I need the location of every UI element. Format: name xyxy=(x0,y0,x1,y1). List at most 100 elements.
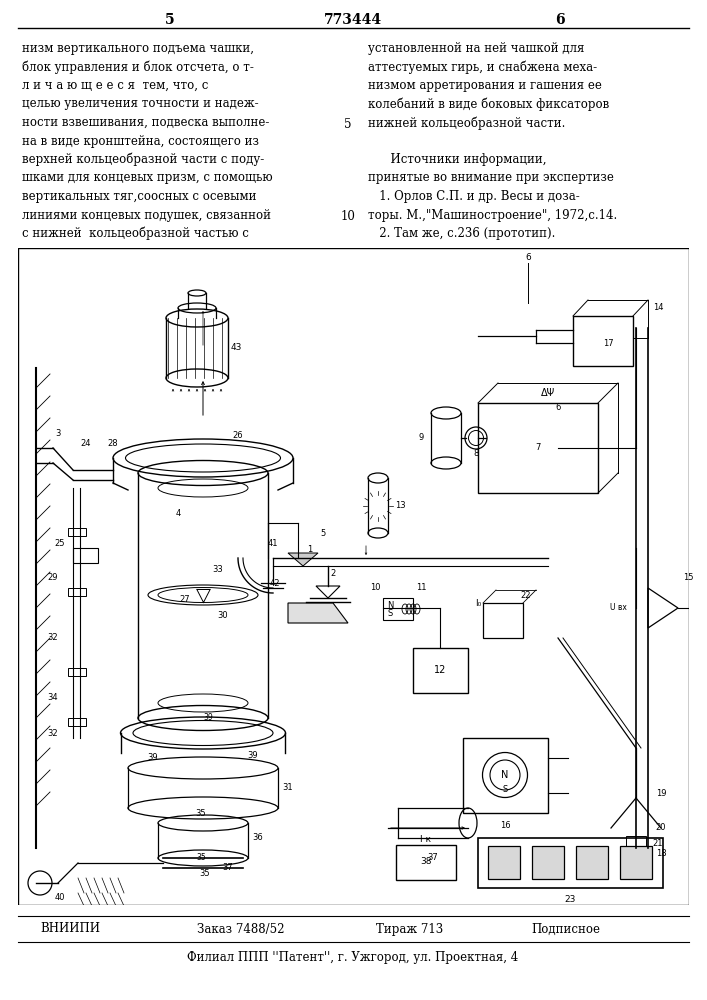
Text: 19: 19 xyxy=(656,788,666,798)
Bar xyxy=(463,738,548,813)
Bar xyxy=(396,845,456,880)
Text: вертикальных тяг,соосных с осевыми: вертикальных тяг,соосных с осевыми xyxy=(22,190,257,203)
Text: I₀: I₀ xyxy=(475,598,481,607)
Text: 39: 39 xyxy=(148,754,158,762)
Text: 11: 11 xyxy=(416,584,426,592)
Text: 39: 39 xyxy=(203,714,213,722)
Text: ВНИИПИ: ВНИИПИ xyxy=(41,922,100,936)
Text: N: N xyxy=(501,770,509,780)
Bar xyxy=(478,838,663,888)
Text: 31: 31 xyxy=(283,784,293,792)
Text: Тираж 713: Тираж 713 xyxy=(376,922,444,936)
Text: 39: 39 xyxy=(247,752,258,760)
Text: 23: 23 xyxy=(564,896,575,904)
Text: Источники информации,: Источники информации, xyxy=(368,153,547,166)
Text: 28: 28 xyxy=(107,438,118,448)
Text: S: S xyxy=(503,786,508,794)
Text: принятые во внимание при экспертизе: принятые во внимание при экспертизе xyxy=(368,172,614,184)
Text: 10: 10 xyxy=(370,584,380,592)
Text: I к: I к xyxy=(421,836,431,844)
Polygon shape xyxy=(288,553,318,566)
Text: 5: 5 xyxy=(165,13,175,27)
Text: 2: 2 xyxy=(330,568,336,578)
Text: 35: 35 xyxy=(199,868,210,878)
Text: 14: 14 xyxy=(653,304,663,312)
Text: целью увеличения точности и надеж-: целью увеличения точности и надеж- xyxy=(22,98,259,110)
Text: 43: 43 xyxy=(230,344,242,353)
Text: 27: 27 xyxy=(180,595,190,604)
Text: 24: 24 xyxy=(81,438,91,448)
Text: 42: 42 xyxy=(270,578,280,587)
Text: 32: 32 xyxy=(47,634,58,643)
Text: 6: 6 xyxy=(555,403,561,412)
Text: 30: 30 xyxy=(218,610,228,619)
Text: 18: 18 xyxy=(655,848,666,857)
Bar xyxy=(68,668,86,676)
Text: 36: 36 xyxy=(252,834,264,842)
Text: 37: 37 xyxy=(223,863,233,872)
Text: 15: 15 xyxy=(683,574,694,582)
Text: Подписное: Подписное xyxy=(531,922,600,936)
Text: ΔΨ: ΔΨ xyxy=(541,388,555,398)
Bar xyxy=(532,846,564,879)
Text: 35: 35 xyxy=(196,808,206,818)
Text: блок управления и блок отсчета, о т-: блок управления и блок отсчета, о т- xyxy=(22,60,254,74)
Text: ности взвешивания, подвеска выполне-: ности взвешивания, подвеска выполне- xyxy=(22,116,269,129)
Text: на в виде кронштейна, состоящего из: на в виде кронштейна, состоящего из xyxy=(22,134,259,147)
Text: 6: 6 xyxy=(525,253,531,262)
Text: N: N xyxy=(387,600,393,609)
Text: 20: 20 xyxy=(656,824,666,832)
Text: 34: 34 xyxy=(47,694,58,702)
Text: 4: 4 xyxy=(175,508,180,518)
Text: 773444: 773444 xyxy=(324,13,382,27)
Text: 2. Там же, с.236 (прототип).: 2. Там же, с.236 (прототип). xyxy=(368,227,556,240)
Text: 40: 40 xyxy=(54,894,65,902)
Text: шками для концевых призм, с помощью: шками для концевых призм, с помощью xyxy=(22,172,273,184)
Text: л и ч а ю щ е е с я  тем, что, с: л и ч а ю щ е е с я тем, что, с xyxy=(22,79,209,92)
Bar xyxy=(413,648,468,693)
Text: нижней кольцеобразной части.: нижней кольцеобразной части. xyxy=(368,116,566,129)
Text: 1. Орлов С.П. и др. Весы и доза-: 1. Орлов С.П. и др. Весы и доза- xyxy=(368,190,580,203)
Text: 9: 9 xyxy=(419,434,423,442)
Text: Филиал ППП ''Патент'', г. Ужгород, ул. Проектная, 4: Филиал ППП ''Патент'', г. Ужгород, ул. П… xyxy=(187,952,519,964)
Text: 10: 10 xyxy=(341,210,356,223)
Text: 33: 33 xyxy=(213,566,223,574)
Text: 5: 5 xyxy=(320,528,326,538)
Text: 1: 1 xyxy=(308,546,312,554)
Bar xyxy=(73,548,98,563)
Text: колебаний в виде боковых фиксаторов: колебаний в виде боковых фиксаторов xyxy=(368,98,609,111)
Bar xyxy=(576,846,608,879)
Text: 29: 29 xyxy=(48,574,58,582)
Bar xyxy=(626,836,646,851)
Text: 13: 13 xyxy=(395,502,405,510)
Polygon shape xyxy=(288,603,348,623)
Text: 38: 38 xyxy=(420,857,432,866)
Bar xyxy=(573,316,633,366)
Text: U вх: U вх xyxy=(609,603,626,612)
Text: 6: 6 xyxy=(555,13,565,27)
Text: 3: 3 xyxy=(55,428,61,438)
Bar xyxy=(68,588,86,596)
Bar xyxy=(620,846,652,879)
Text: верхней кольцеобразной части с поду-: верхней кольцеобразной части с поду- xyxy=(22,153,264,166)
Text: 12: 12 xyxy=(434,665,446,675)
Bar xyxy=(488,846,520,879)
Text: S: S xyxy=(387,609,392,618)
Text: 25: 25 xyxy=(54,538,65,548)
Text: Заказ 7488/52: Заказ 7488/52 xyxy=(197,922,284,936)
Text: 26: 26 xyxy=(233,432,243,440)
Text: 8: 8 xyxy=(473,448,479,458)
Text: 35: 35 xyxy=(196,854,206,862)
Text: 21: 21 xyxy=(653,838,663,848)
Text: 22: 22 xyxy=(521,591,531,600)
Text: 32: 32 xyxy=(47,728,58,738)
Bar xyxy=(483,603,523,638)
Text: линиями концевых подушек, связанной: линиями концевых подушек, связанной xyxy=(22,209,271,222)
Bar xyxy=(68,718,86,726)
Text: установленной на ней чашкой для: установленной на ней чашкой для xyxy=(368,42,585,55)
Text: 5: 5 xyxy=(344,118,352,131)
Text: низм вертикального подъема чашки,: низм вертикального подъема чашки, xyxy=(22,42,254,55)
Text: аттестуемых гирь, и снабжена меха-: аттестуемых гирь, и снабжена меха- xyxy=(368,60,597,74)
Text: низмом арретирования и гашения ее: низмом арретирования и гашения ее xyxy=(368,79,602,92)
Text: 37: 37 xyxy=(428,854,438,862)
